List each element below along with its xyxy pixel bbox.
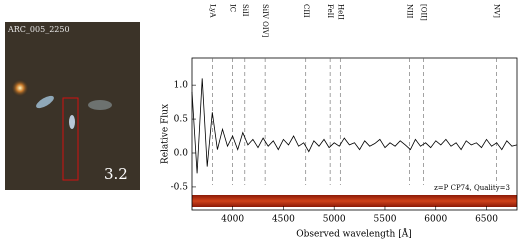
y-tick-label: -0.5 [171, 182, 189, 192]
x-tick-label: 4500 [272, 215, 295, 225]
line-marker-label: FeII [326, 4, 334, 18]
line-marker-label: CIII [302, 4, 310, 18]
cutout-image: ARC_005_2250 3.2 [5, 22, 140, 190]
y-tick-label: 1.0 [174, 81, 189, 91]
y-tick-label: 0.5 [174, 115, 189, 125]
x-tick-label: 4000 [221, 215, 244, 225]
spectrum-line [191, 78, 518, 174]
2d-spectrum [192, 195, 517, 207]
x-tick-label: 6500 [475, 215, 498, 225]
y-axis-label: Relative Flux [161, 104, 171, 164]
x-tick-label: 5500 [374, 215, 397, 225]
line-marker-label: [OII] [420, 4, 428, 21]
annotation: z=P CP74, Quality=3 [434, 184, 510, 192]
x-axis-label: Observed wavelength [Å] [296, 228, 411, 240]
line-marker-label: NV] [493, 4, 501, 18]
line-marker-label: SiII [241, 4, 249, 17]
plot-frame [191, 57, 518, 211]
image-name: ARC_005_2250 [7, 25, 70, 34]
line-marker-label: IC [229, 4, 237, 12]
x-tick-label: 5000 [323, 215, 346, 225]
line-marker-label: LyA [208, 4, 216, 18]
line-marker-label: SiIV OIV] [261, 4, 269, 38]
image-redshift: 3.2 [104, 165, 128, 183]
y-tick-label: 0.0 [174, 149, 189, 159]
x-tick-label: 6000 [424, 215, 447, 225]
line-marker-label: HeII [336, 4, 344, 20]
line-marker-label: NIII [405, 4, 413, 19]
